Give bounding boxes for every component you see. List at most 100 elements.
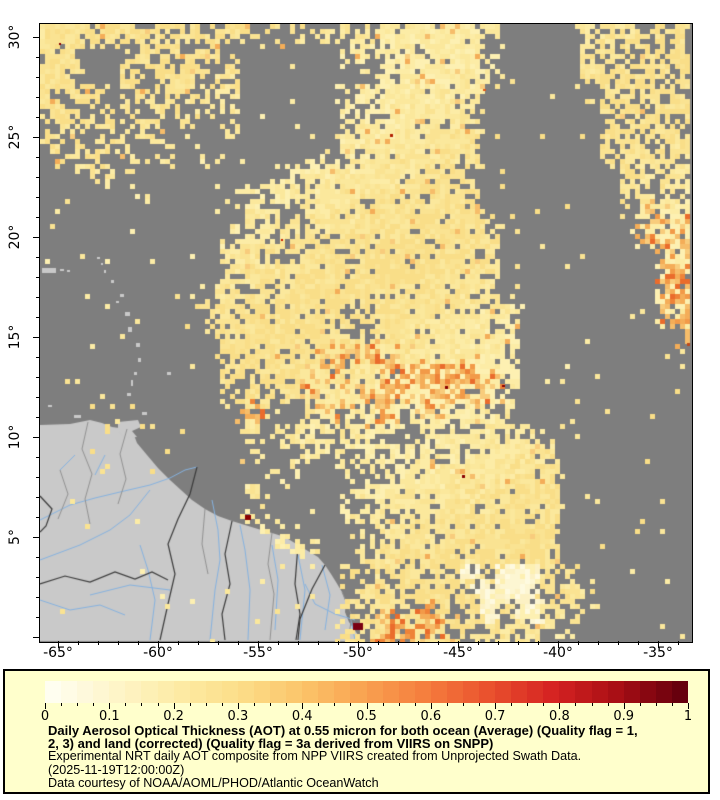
colorbar-minor-tick <box>141 703 143 706</box>
colorbar-tick-label: 0.1 <box>98 709 120 724</box>
lat-axis-label: 10° <box>7 424 23 450</box>
colorbar-segment <box>592 681 608 703</box>
lat-major-tick <box>33 137 40 138</box>
colorbar-segment <box>222 681 238 703</box>
lat-minor-tick <box>36 297 40 298</box>
lat-major-tick <box>33 637 40 638</box>
colorbar-minor-tick <box>157 703 159 706</box>
lat-major-tick <box>33 437 40 438</box>
lon-minor-tick <box>98 641 99 645</box>
lon-minor-tick <box>538 641 539 645</box>
colorbar-tick-label: 0.5 <box>356 709 377 724</box>
colorbar-major-tick <box>109 703 111 709</box>
colorbar-segment <box>479 681 495 703</box>
colorbar-major-tick <box>237 703 239 709</box>
colorbar-segment <box>527 681 543 703</box>
lat-minor-tick <box>36 557 40 558</box>
colorbar-major-tick <box>495 703 497 709</box>
colorbar-minor-tick <box>286 703 288 706</box>
lon-minor-tick <box>138 641 139 645</box>
colorbar-tick-label: 0.4 <box>291 709 313 724</box>
lon-major-tick <box>558 641 559 648</box>
colorbar-segment <box>447 681 463 703</box>
colorbar-segment <box>463 681 479 703</box>
colorbar-minor-tick <box>527 703 529 706</box>
colorbar-minor-tick <box>93 703 95 706</box>
colorbar-segment <box>270 681 286 703</box>
lon-axis-label: -40° <box>543 645 573 661</box>
colorbar-tick-label: 0.3 <box>227 709 249 724</box>
colorbar-segment <box>640 681 656 703</box>
colorbar-minor-tick <box>591 703 593 706</box>
lat-minor-tick <box>36 377 40 378</box>
caption-text: Daily Aerosol Optical Thickness (AOT) at… <box>48 724 698 790</box>
lon-major-tick <box>58 641 59 648</box>
colorbar-major-tick <box>430 703 432 709</box>
lat-axis-label: 30° <box>7 24 23 50</box>
caption-timestamp: (2025-11-19T12:00:00Z) <box>48 762 185 777</box>
lat-minor-tick <box>36 277 40 278</box>
lon-minor-tick <box>238 641 239 645</box>
colorbar-segment <box>45 681 61 703</box>
colorbar-segment <box>158 681 174 703</box>
lat-major-tick <box>33 337 40 338</box>
colorbar-segment <box>399 681 415 703</box>
colorbar-tick-label: 1 <box>683 709 693 724</box>
colorbar-tick-label: 0.8 <box>549 709 570 724</box>
colorbar-segment <box>495 681 511 703</box>
colorbar-tick-label: 0.9 <box>613 709 635 724</box>
colorbar-tick-label: 0.7 <box>484 709 506 724</box>
lat-minor-tick <box>36 457 40 458</box>
map-frame <box>39 23 693 643</box>
lon-minor-tick <box>398 641 399 645</box>
colorbar-minor-tick <box>446 703 448 706</box>
lat-minor-tick <box>36 117 40 118</box>
lat-minor-tick <box>36 317 40 318</box>
lat-axis-label: 5° <box>7 529 23 545</box>
legend-panel: 0 0.1 0.2 0.3 0.4 0.5 0.6 0.7 0.8 0.9 1 Daily Aero… <box>3 669 710 794</box>
lon-minor-tick <box>478 641 479 645</box>
colorbar-segment <box>61 681 77 703</box>
colorbar-tick-label: 0.6 <box>420 709 442 724</box>
lon-minor-tick <box>638 641 639 645</box>
lon-minor-tick <box>618 641 619 645</box>
colorbar-major-tick <box>688 703 689 709</box>
colorbar-minor-tick <box>671 703 673 706</box>
colorbar-segment <box>238 681 254 703</box>
colorbar-segment <box>672 681 688 703</box>
lat-minor-tick <box>36 597 40 598</box>
lat-minor-tick <box>36 397 40 398</box>
colorbar-minor-tick <box>125 703 127 706</box>
lat-major-tick <box>33 537 40 538</box>
colorbar-segment <box>608 681 624 703</box>
colorbar-minor-tick <box>655 703 657 706</box>
caption-courtesy: Data courtesy of NOAA/AOML/PHOD/Atlantic… <box>48 775 379 790</box>
lon-minor-tick <box>198 641 199 645</box>
lat-minor-tick <box>36 577 40 578</box>
lat-minor-tick <box>36 357 40 358</box>
colorbar-minor-tick <box>575 703 577 706</box>
lat-minor-tick <box>36 417 40 418</box>
colorbar-segment <box>125 681 141 703</box>
colorbar-segment <box>543 681 559 703</box>
lon-axis-label: -50° <box>343 645 373 661</box>
lat-minor-tick <box>36 177 40 178</box>
colorbar-segment <box>383 681 399 703</box>
colorbar-segment <box>656 681 672 703</box>
lon-minor-tick <box>318 641 319 645</box>
colorbar-minor-tick <box>334 703 336 706</box>
colorbar-segment <box>206 681 222 703</box>
colorbar-segment <box>431 681 447 703</box>
lon-axis-label: -55° <box>243 645 273 661</box>
colorbar-segment <box>559 681 575 703</box>
colorbar-minor-tick <box>77 703 79 706</box>
colorbar-major-tick <box>366 703 368 709</box>
colorbar-minor-tick <box>61 703 63 706</box>
caption-title-line2: 2, 3) and land (corrected) (Quality flag… <box>48 736 494 752</box>
lon-minor-tick <box>498 641 499 645</box>
colorbar-major-tick <box>302 703 304 709</box>
lat-minor-tick <box>36 497 40 498</box>
colorbar-segment <box>350 681 367 703</box>
lat-axis-label: 20° <box>7 224 23 250</box>
